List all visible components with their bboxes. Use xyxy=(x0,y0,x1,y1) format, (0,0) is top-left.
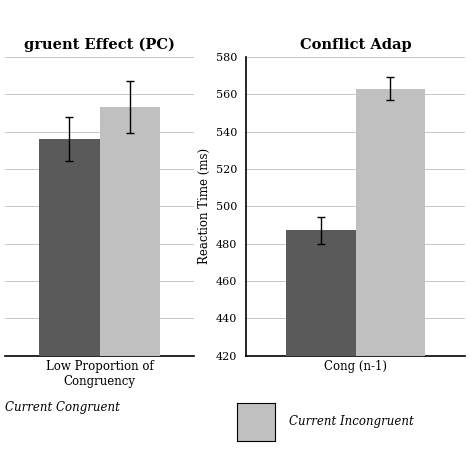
Bar xyxy=(100,107,160,474)
Y-axis label: Reaction Time (ms): Reaction Time (ms) xyxy=(198,148,210,264)
Title: gruent Effect (PC): gruent Effect (PC) xyxy=(24,37,175,52)
Text: Current Congruent: Current Congruent xyxy=(5,401,119,414)
Text: Current Incongruent: Current Incongruent xyxy=(289,415,414,428)
Bar xyxy=(286,230,356,474)
Bar xyxy=(356,89,425,474)
Title: Conflict Adap: Conflict Adap xyxy=(300,37,411,52)
Bar xyxy=(39,139,100,474)
